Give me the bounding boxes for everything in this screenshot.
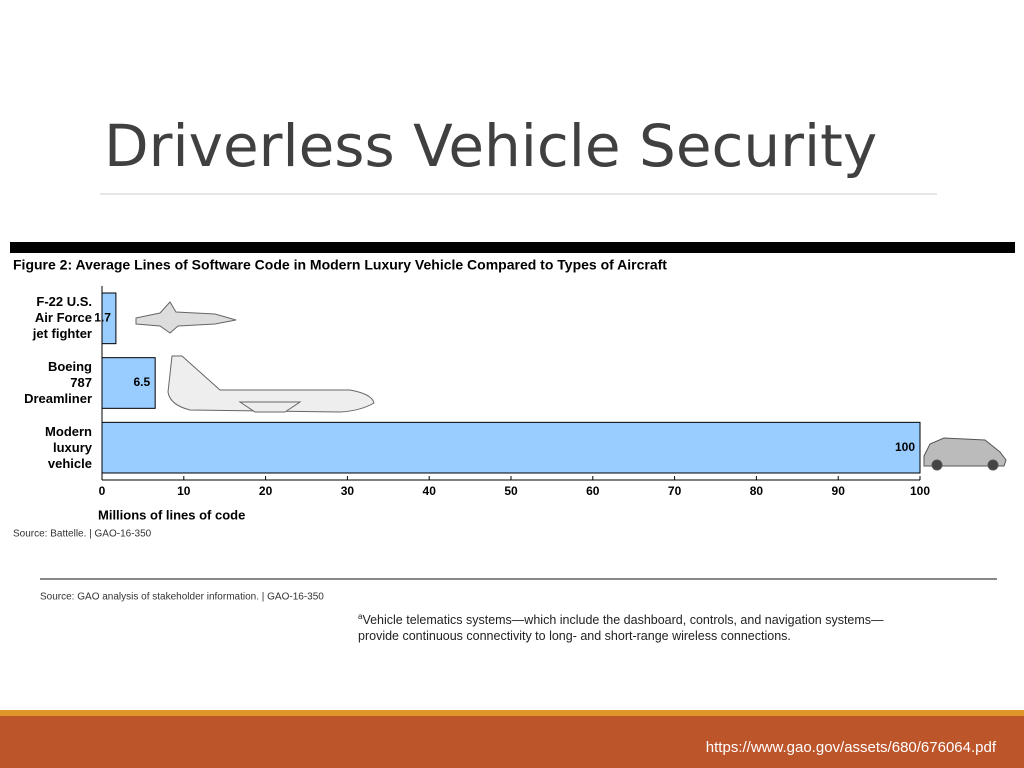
airliner-icon: [167, 355, 375, 413]
y-tick-label: F-22 U.S. Air Force jet fighter: [32, 294, 92, 342]
x-tick-label: 100: [910, 484, 930, 498]
x-tick-label: 50: [504, 484, 518, 498]
footer-stripe: [0, 710, 1024, 716]
x-tick-label: 10: [177, 484, 191, 498]
slide-title: Driverless Vehicle Security: [104, 112, 878, 180]
footnote-text: Vehicle telematics systems—which include…: [358, 613, 884, 644]
value-label: 100: [895, 440, 915, 454]
x-axis-label: Millions of lines of code: [98, 507, 245, 522]
footnote-marker: a: [358, 612, 363, 621]
x-tick-label: 40: [423, 484, 437, 498]
x-tick-label: 20: [259, 484, 273, 498]
x-tick-label: 80: [750, 484, 764, 498]
y-tick-label: Modern luxury vehicle: [45, 423, 92, 471]
y-tick-label: Boeing 787 Dreamliner: [24, 359, 92, 406]
figure-rule: [10, 242, 1015, 253]
footer-band: [0, 716, 1024, 768]
car-icon: [923, 437, 1007, 471]
x-tick-label: 30: [341, 484, 355, 498]
x-tick-label: 60: [586, 484, 600, 498]
x-tick-label: 90: [832, 484, 846, 498]
notes-source: Source: GAO analysis of stakeholder info…: [40, 592, 324, 603]
chart-source: Source: Battelle. | GAO-16-350: [13, 529, 152, 540]
value-label: 6.5: [133, 375, 150, 389]
x-tick-label: 0: [99, 484, 106, 498]
chart-title: Figure 2: Average Lines of Software Code…: [13, 257, 667, 273]
jet-icon: [135, 301, 237, 334]
footnote: aVehicle telematics systems—which includ…: [358, 609, 884, 644]
bar: [101, 357, 156, 409]
x-tick-label: 70: [668, 484, 682, 498]
bar: [101, 421, 921, 474]
footer-url: https://www.gao.gov/assets/680/676064.pd…: [706, 739, 997, 756]
value-label: 1.7: [94, 311, 111, 325]
